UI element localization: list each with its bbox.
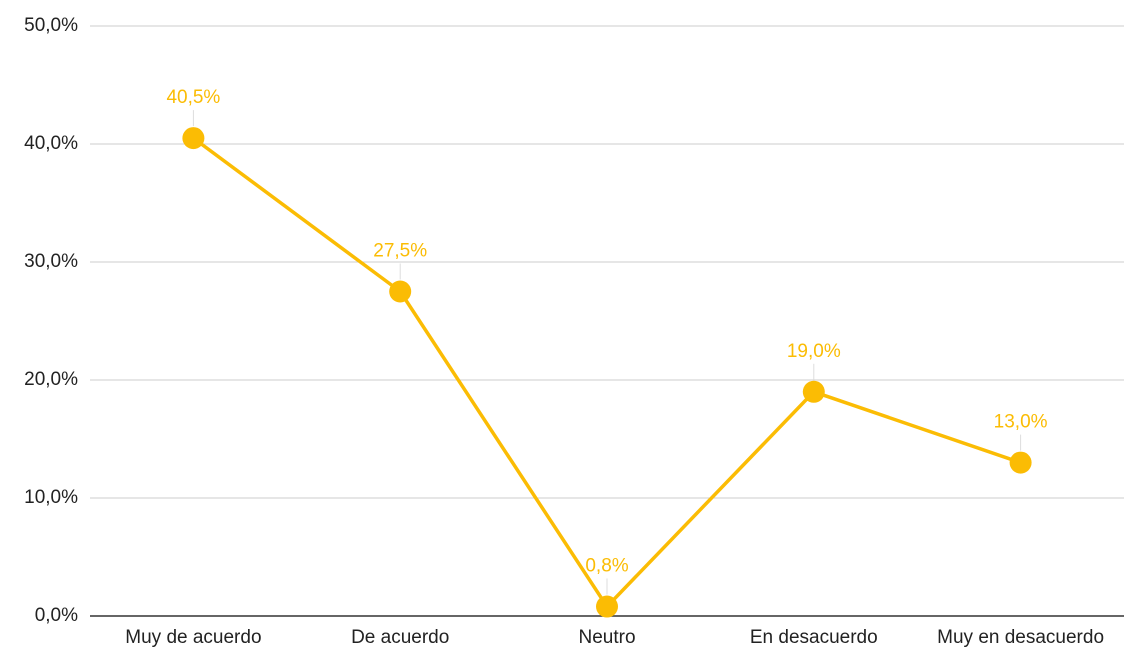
data-label: 19,0%	[787, 341, 841, 362]
y-tick-label: 50,0%	[24, 15, 78, 36]
data-label: 40,5%	[166, 87, 220, 108]
data-label: 27,5%	[373, 241, 427, 262]
data-label: 0,8%	[585, 556, 628, 577]
x-tick-label: Neutro	[578, 627, 635, 648]
y-tick-label: 30,0%	[24, 251, 78, 272]
x-tick-label: En desacuerdo	[750, 627, 878, 648]
point	[802, 380, 825, 403]
point	[596, 595, 618, 618]
y-tick-label: 40,0%	[24, 133, 78, 154]
y-tick-label: 20,0%	[24, 369, 78, 390]
x-tick-label: Muy en desacuerdo	[937, 627, 1104, 648]
point	[182, 127, 205, 150]
y-tick-label: 0,0%	[35, 605, 78, 626]
point	[389, 280, 412, 303]
x-tick-label: Muy de acuerdo	[125, 627, 261, 648]
x-tick-label: De acuerdo	[351, 627, 449, 648]
point	[1009, 451, 1032, 474]
data-label: 13,0%	[994, 412, 1048, 433]
y-tick-label: 10,0%	[24, 487, 78, 508]
line	[192, 136, 1022, 610]
